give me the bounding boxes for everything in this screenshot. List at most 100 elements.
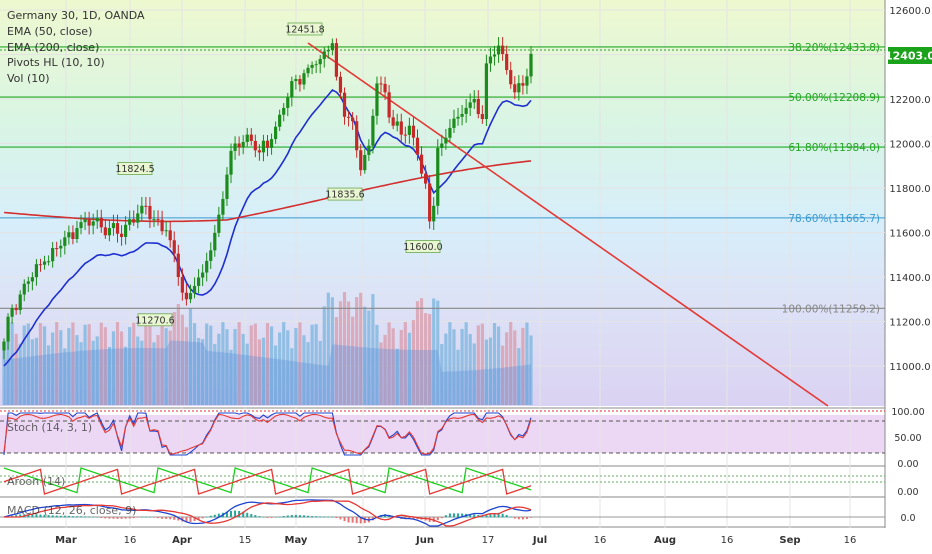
volume-bar: [448, 322, 452, 405]
volume-bar: [42, 326, 47, 405]
candle-body: [221, 198, 225, 215]
volume-bar: [444, 333, 448, 405]
candle-body: [229, 150, 233, 175]
candle-body: [448, 127, 452, 138]
candle-body: [225, 174, 229, 199]
x-tick-label: 16: [594, 535, 607, 546]
candle-body: [501, 45, 505, 55]
macd-histogram-bar: [80, 516, 83, 518]
volume-bar: [310, 324, 314, 405]
candle-body: [261, 140, 266, 153]
macd-histogram-bar: [274, 516, 277, 518]
candle-body: [379, 83, 383, 85]
macd-histogram-bar: [513, 517, 516, 519]
candle-body: [488, 56, 493, 64]
volume-bar: [217, 333, 221, 405]
volume-bar: [59, 330, 63, 405]
macd-histogram-bar: [161, 517, 164, 519]
volume-bar: [379, 342, 383, 405]
pivot-label-box: [405, 240, 441, 253]
volume-bar: [318, 340, 322, 405]
macd-histogram-bar: [84, 516, 87, 518]
volume-bar: [488, 337, 493, 405]
macd-histogram-bar: [343, 517, 346, 522]
candle-body: [383, 83, 387, 93]
candle-body: [472, 99, 476, 103]
pivot-label: 11835.6: [325, 190, 364, 201]
macd-histogram-bar: [270, 517, 273, 518]
candle-body: [269, 139, 274, 148]
volume-bar: [67, 328, 71, 405]
macd-histogram-bar: [278, 516, 281, 518]
aroon-up-line: [3, 467, 532, 494]
macd-histogram-bar: [282, 515, 285, 518]
candle-body: [38, 264, 43, 266]
candle-body: [51, 248, 55, 262]
macd-histogram-bar: [140, 516, 143, 518]
volume-bar: [407, 332, 411, 405]
candle-body: [184, 292, 189, 300]
volume-bar: [249, 325, 253, 405]
volume-bar: [460, 328, 464, 405]
candle-body: [241, 141, 245, 148]
macd-histogram-bar: [59, 515, 62, 518]
price-tick-label: 11400.0: [889, 273, 930, 284]
x-tick-label: 15: [239, 535, 252, 546]
candle-body: [391, 117, 395, 126]
macd-histogram-bar: [505, 515, 508, 518]
volume-bar: [529, 335, 533, 405]
macd-histogram-bar: [327, 516, 330, 518]
price-tick-label: 12200.0: [889, 95, 930, 106]
macd-histogram-bar: [100, 517, 103, 518]
macd-histogram-bar: [39, 514, 42, 518]
volume-ma-area: [4, 340, 531, 405]
macd-histogram-bar: [408, 517, 411, 519]
macd-histogram-bar: [132, 517, 135, 519]
macd-histogram-bar: [530, 517, 532, 518]
volume-bar: [257, 339, 261, 405]
volume-bar: [30, 339, 34, 405]
macd-histogram-bar: [230, 510, 233, 518]
pivot-label-box: [117, 162, 153, 175]
aroon-band: [0, 474, 885, 487]
candle-body: [326, 50, 330, 52]
volume-bar: [274, 345, 278, 405]
volume-bar: [278, 332, 282, 405]
x-tick-label: Aug: [654, 535, 676, 546]
macd-histogram-bar: [92, 516, 95, 518]
macd-histogram-bar: [298, 515, 301, 518]
macd-histogram-bar: [209, 515, 212, 518]
candle-body: [306, 67, 310, 74]
volume-bar: [148, 324, 152, 405]
volume-bar: [286, 330, 290, 405]
volume-bar: [375, 324, 379, 405]
volume-bar: [38, 323, 43, 405]
legend-ema200: EMA (200, close): [7, 41, 99, 54]
macd-histogram-bar: [412, 517, 415, 519]
aroon-tick-label: 0.00: [897, 487, 918, 498]
macd-histogram-bar: [469, 514, 472, 518]
volume-bar: [225, 329, 229, 405]
candle-body: [509, 70, 513, 85]
macd-histogram-bar: [481, 515, 484, 518]
candle-body: [152, 219, 156, 221]
pivot-label: 12451.8: [285, 24, 324, 35]
candle-body: [367, 145, 371, 155]
macd-histogram-bar: [63, 515, 66, 518]
legend-pivots: Pivots HL (10, 10): [7, 56, 105, 69]
volume-bar: [253, 323, 257, 405]
candle-body: [338, 76, 343, 93]
volume-bar: [346, 301, 351, 405]
candle-body: [468, 102, 472, 108]
candle-body: [496, 45, 501, 55]
volume-bar: [521, 327, 525, 405]
volume-bar: [83, 324, 87, 405]
macd-histogram-bar: [108, 517, 111, 519]
candle-body: [257, 150, 261, 153]
macd-histogram-bar: [302, 515, 305, 518]
candle-body: [403, 134, 407, 136]
stoch-tick-label: 50.00: [894, 433, 921, 444]
candle-body: [111, 223, 116, 229]
candle-body: [440, 143, 444, 148]
